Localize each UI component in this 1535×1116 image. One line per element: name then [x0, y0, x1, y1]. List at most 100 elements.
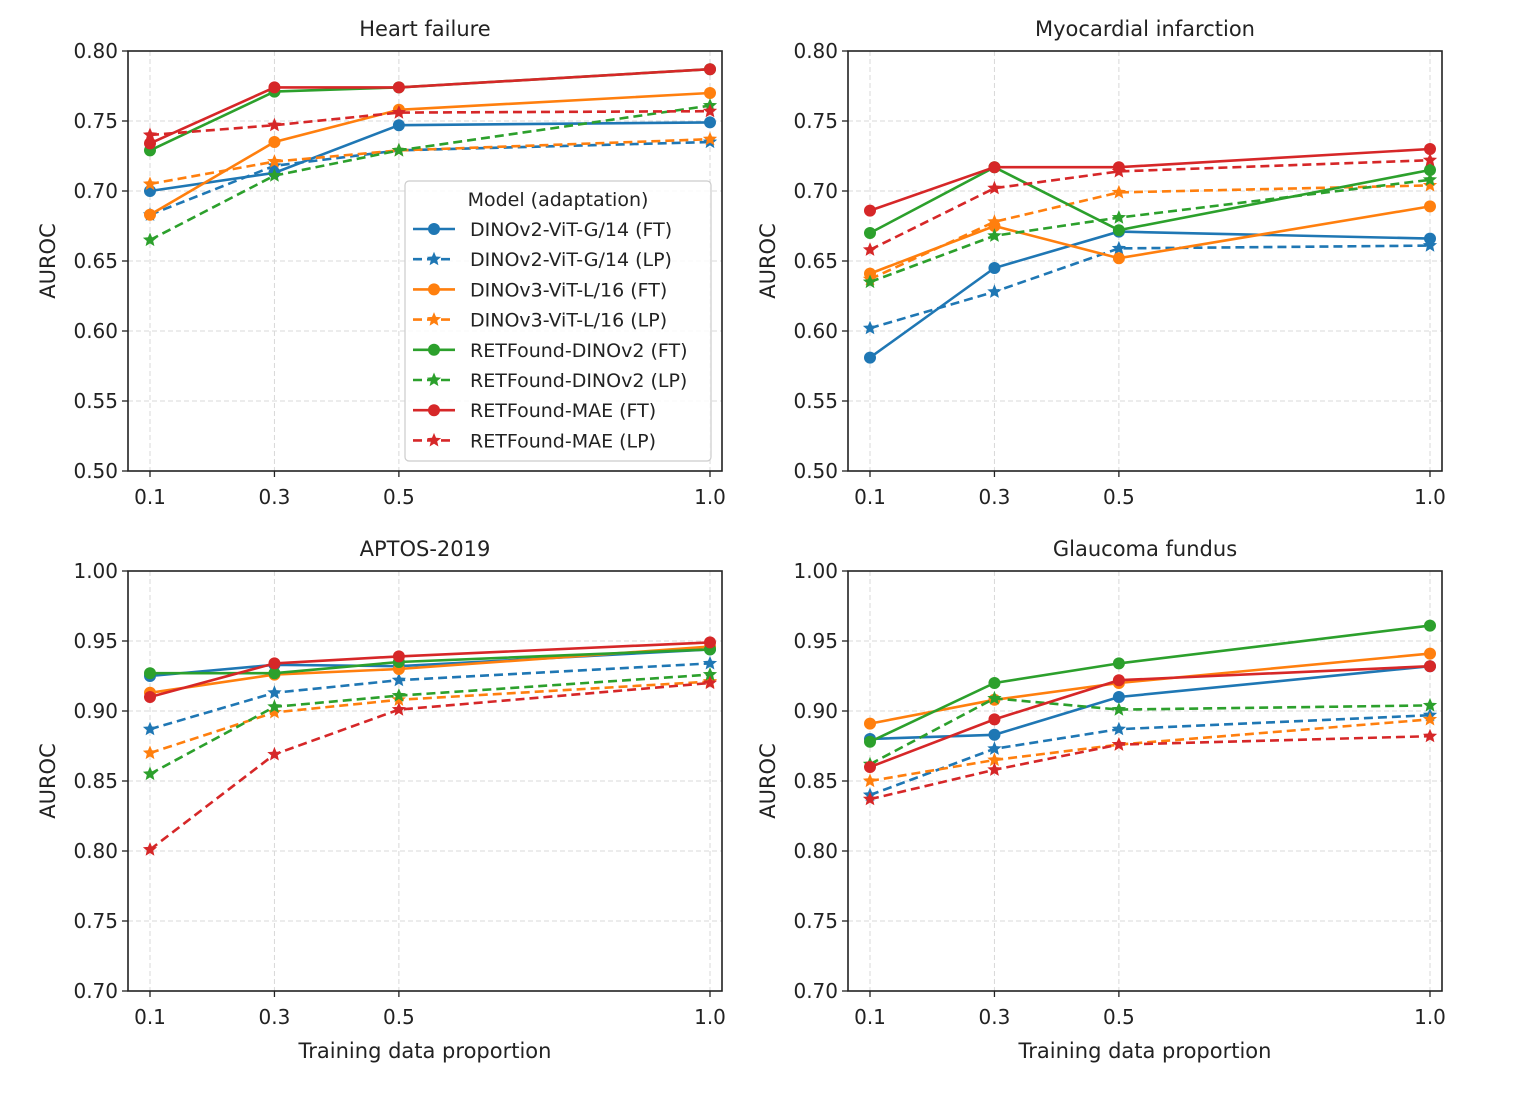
data-point	[391, 692, 406, 706]
data-point	[392, 81, 405, 94]
data-point	[391, 142, 406, 157]
data-point	[1422, 728, 1438, 743]
axes-frame	[847, 50, 1443, 472]
x-tick-label: 0.5	[383, 485, 415, 509]
data-point	[144, 208, 156, 221]
legend-item: RETFound-DINOv2 (FT)	[413, 340, 688, 362]
data-point	[988, 262, 1001, 274]
data-point	[702, 131, 718, 146]
y-tick-label: 0.70	[793, 179, 838, 203]
data-point	[1422, 172, 1438, 186]
data-point	[704, 63, 716, 76]
legend-marker	[426, 312, 442, 326]
data-point	[864, 717, 876, 730]
subplot-title: Heart failure	[359, 17, 490, 41]
series-line	[149, 140, 711, 217]
data-point	[862, 242, 878, 256]
x-tick-label: 0.3	[979, 485, 1011, 509]
y-tick-label: 0.50	[73, 459, 118, 483]
series-retfound-dinov2-lp-	[862, 172, 1438, 289]
data-point	[392, 119, 405, 132]
data-point	[1112, 252, 1125, 265]
y-tick-label: 0.60	[73, 319, 118, 343]
data-point	[1424, 660, 1436, 673]
data-point	[987, 762, 1002, 776]
data-point	[988, 161, 1001, 174]
series-line	[869, 158, 1431, 251]
data-point	[267, 154, 282, 168]
data-point	[1112, 674, 1125, 687]
legend-marker	[428, 223, 440, 235]
data-point	[862, 773, 878, 788]
series-retfound-dinov2-ft-	[864, 161, 1436, 239]
data-point	[988, 713, 1001, 726]
subplot-3: 0.1 0.3 0.5 1.0 0.70 0.75 0.80 0.85 0.90 0.95 1.00…	[36, 537, 726, 1063]
series-line	[149, 121, 711, 193]
subplot-title: APTOS-2019	[360, 537, 491, 561]
data-point	[1422, 238, 1438, 252]
data-point	[987, 690, 1002, 705]
data-point	[1111, 702, 1126, 716]
data-point	[1422, 711, 1438, 726]
data-point	[987, 741, 1002, 755]
data-point	[144, 691, 156, 703]
data-point	[1112, 657, 1125, 670]
data-point	[391, 105, 406, 119]
legend-label: RETFound-MAE (LP)	[470, 430, 656, 452]
data-point	[1422, 697, 1438, 712]
data-point	[1111, 721, 1126, 736]
data-point	[1424, 164, 1436, 176]
y-axis-label: AUROC	[756, 223, 780, 299]
series-retfound-mae-lp-	[142, 103, 718, 142]
series-line	[149, 109, 711, 137]
legend-label: DINOv3-ViT-L/16 (FT)	[470, 279, 667, 301]
series-retfound-mae-ft-	[864, 660, 1436, 773]
data-point	[1424, 200, 1436, 213]
series-line	[869, 230, 1431, 359]
series-line	[149, 91, 711, 216]
data-point	[864, 761, 876, 773]
data-point	[862, 320, 878, 335]
data-point	[1424, 647, 1436, 660]
series-retfound-dinov2-ft-	[144, 643, 716, 680]
data-point	[144, 667, 156, 680]
series-retfound-mae-lp-	[862, 728, 1438, 806]
series-line	[869, 184, 1431, 281]
series-line	[149, 67, 711, 145]
y-tick-label: 0.70	[73, 979, 118, 1003]
data-point	[988, 677, 1001, 689]
series-line	[149, 67, 711, 152]
data-point	[142, 232, 158, 247]
y-tick-label: 0.75	[73, 109, 118, 133]
legend-title: Model (adaptation)	[468, 189, 649, 211]
data-point	[142, 127, 158, 142]
data-point	[704, 636, 716, 649]
series-line	[149, 137, 711, 186]
legend-marker	[426, 251, 442, 266]
y-tick-label: 0.80	[793, 839, 838, 863]
x-tick-label: 1.0	[694, 485, 726, 509]
data-point	[702, 667, 718, 681]
series-line	[149, 681, 711, 851]
legend-label: RETFound-MAE (FT)	[470, 400, 656, 422]
series-line	[869, 624, 1431, 743]
data-point	[268, 136, 281, 148]
data-point	[268, 667, 281, 680]
series-line	[149, 680, 711, 755]
data-point	[1111, 184, 1126, 199]
data-point	[142, 176, 158, 191]
series-line	[150, 648, 711, 675]
x-tick-label: 0.5	[1103, 485, 1135, 509]
subplot-4: 0.1 0.3 0.5 1.0 0.70 0.75 0.80 0.85 0.90 0.95 1.00…	[756, 537, 1446, 1063]
data-point	[864, 227, 876, 239]
x-tick-label: 1.0	[1414, 1005, 1446, 1029]
legend-item: DINOv2-ViT-G/14 (FT)	[413, 219, 672, 241]
series-retfound-dinov2-lp-	[862, 690, 1438, 771]
data-point	[1424, 143, 1436, 155]
series-line	[869, 652, 1431, 725]
data-point	[267, 704, 282, 719]
y-tick-label: 0.75	[793, 909, 838, 933]
data-point	[1111, 210, 1126, 224]
legend-label: DINOv3-ViT-L/16 (LP)	[470, 310, 667, 332]
data-point	[142, 745, 158, 760]
